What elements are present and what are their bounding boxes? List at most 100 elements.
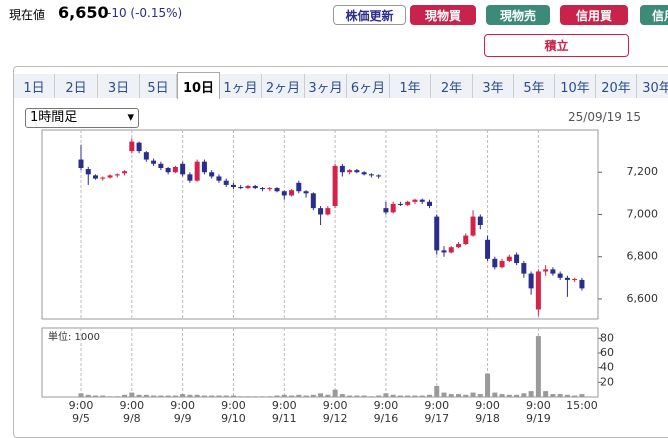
candle-body <box>506 256 512 261</box>
x-tick-label: 15:00 <box>566 399 598 412</box>
candle-body <box>514 254 520 264</box>
candle-body <box>390 203 396 213</box>
button[interactable]: 現物売 <box>486 5 550 25</box>
volume-bar <box>260 396 265 397</box>
candle-body <box>412 199 418 202</box>
volume-bar <box>267 396 273 397</box>
volume-bar <box>477 394 483 397</box>
x-tick-label: 9/9 <box>174 412 192 423</box>
button[interactable]: 現物買 <box>410 5 476 25</box>
tab[interactable]: 5日 <box>140 74 177 98</box>
candle-body <box>456 244 462 248</box>
candle-body <box>209 172 215 177</box>
tab[interactable]: 1年 <box>390 74 431 98</box>
volume-bar <box>245 396 251 397</box>
candle-body <box>289 190 295 196</box>
y-tick-label: 7,000 <box>627 207 659 220</box>
tab[interactable]: 3ヶ月 <box>305 74 347 98</box>
x-tick-label: 9:00 <box>272 399 297 412</box>
candle-body <box>405 201 411 205</box>
candle-body <box>172 166 178 173</box>
candle-body <box>521 263 527 274</box>
candle-body <box>383 208 389 213</box>
volume-bar <box>528 391 534 397</box>
x-tick-label: 9/11 <box>272 412 297 423</box>
candle-body <box>470 216 476 236</box>
tab[interactable]: 30年 <box>637 74 668 98</box>
tab[interactable]: 3日 <box>98 74 140 98</box>
volume-bar <box>93 395 99 397</box>
price-label: 現在値 <box>9 8 46 22</box>
candle-body <box>165 168 171 173</box>
volume-panel <box>41 327 599 398</box>
volume-bar <box>252 396 258 397</box>
candle-body <box>397 203 403 205</box>
volume-bar <box>216 395 222 397</box>
candle-body <box>376 175 382 177</box>
tab[interactable]: 1日 <box>14 74 55 98</box>
volume-bar <box>100 395 106 397</box>
candle-body <box>434 216 440 251</box>
y-tick-label: 7,200 <box>627 165 659 178</box>
volume-bar <box>470 392 476 397</box>
candle-body <box>535 271 541 310</box>
x-tick-label: 9/16 <box>374 412 399 423</box>
candle-body <box>419 199 425 202</box>
volume-bar <box>354 395 360 397</box>
tab[interactable]: 1ヶ月 <box>220 74 262 98</box>
volume-bar <box>172 395 178 397</box>
volume-bar <box>223 395 229 397</box>
tab[interactable]: 10日 <box>177 72 220 99</box>
volume-bar <box>492 392 498 397</box>
volume-bar <box>143 394 149 397</box>
volume-bar <box>361 395 367 397</box>
candle-body <box>528 273 534 289</box>
candle-body <box>129 141 135 152</box>
candle-body <box>426 201 432 207</box>
candle-body <box>85 169 91 175</box>
button[interactable]: 信用買 <box>560 5 628 25</box>
x-tick-label: 9/10 <box>221 412 246 423</box>
x-tick-label: 9/8 <box>123 412 141 423</box>
candle-body <box>252 185 258 189</box>
candle-body <box>477 216 483 226</box>
volume-bar <box>535 336 541 397</box>
interval-select[interactable]: 1時間足 ▾ <box>25 108 139 128</box>
candle-body <box>78 159 84 169</box>
volume-bar <box>564 394 570 397</box>
candle-body <box>122 171 128 174</box>
tab[interactable]: 2日 <box>55 74 98 98</box>
volume-bar <box>441 392 447 397</box>
tab[interactable]: 6ヶ月 <box>347 74 390 98</box>
tab[interactable]: 5年 <box>514 74 555 98</box>
volume-tick-label: 80 <box>600 331 614 344</box>
candle-body <box>158 163 164 169</box>
candle-body <box>339 165 345 173</box>
candle-body <box>347 170 353 173</box>
chart-frame <box>13 66 668 438</box>
volume-tick-label: 60 <box>600 346 614 359</box>
volume-bar <box>543 391 549 397</box>
candle-body <box>296 182 302 192</box>
button[interactable]: 株価更新 <box>333 5 406 25</box>
price-change: -10 (-0.15%) <box>107 6 183 20</box>
x-tick-label: 9:00 <box>221 399 246 412</box>
candle-body <box>100 177 106 179</box>
x-tick-label: 9:00 <box>374 399 399 412</box>
button[interactable]: 積立 <box>484 34 629 57</box>
candle-body <box>318 208 324 215</box>
tab[interactable]: 2年 <box>431 74 473 98</box>
x-tick-label: 9:00 <box>69 399 94 412</box>
button[interactable]: 信用売 <box>640 5 668 25</box>
volume-bar <box>521 393 527 397</box>
volume-bar <box>158 395 164 397</box>
tab[interactable]: 10年 <box>555 74 596 98</box>
tab[interactable]: 20年 <box>596 74 637 98</box>
volume-bar <box>325 394 331 397</box>
candle-body <box>332 165 338 207</box>
volume-bar <box>78 393 84 397</box>
page: 現在値 6,650 -10 (-0.15%) 株価更新現物買現物売信用買信用売積… <box>9 3 668 438</box>
volume-bar <box>557 394 563 397</box>
tab[interactable]: 3年 <box>473 74 514 98</box>
tab[interactable]: 2ヶ月 <box>262 74 305 98</box>
